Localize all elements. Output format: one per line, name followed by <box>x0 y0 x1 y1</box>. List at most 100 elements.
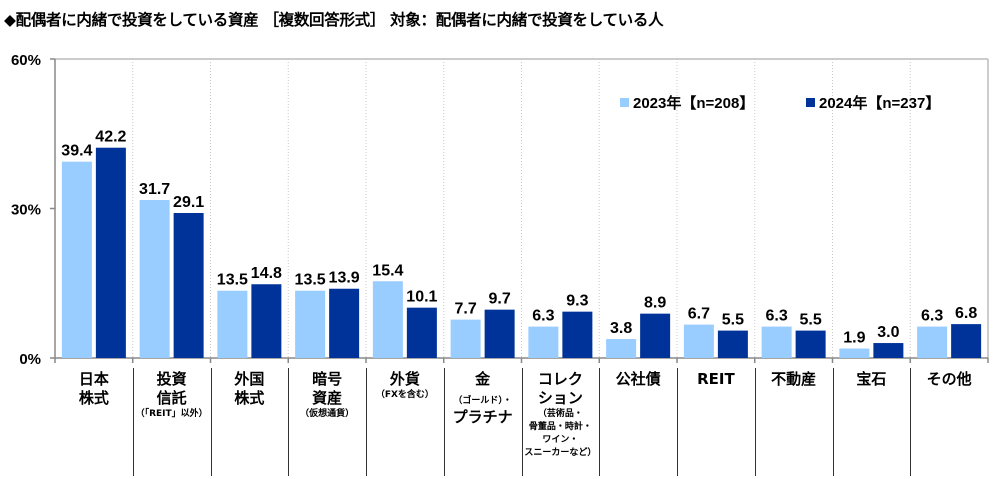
data-label: 6.3 <box>532 308 554 325</box>
category-label: 日本 株式 <box>55 370 133 408</box>
category-label-note: （FXを含む） <box>375 390 434 400</box>
category-label-line: 株式 <box>78 389 109 407</box>
category-label-line: 金 <box>475 370 491 388</box>
data-label: 13.5 <box>217 272 248 289</box>
bar-2024 <box>173 212 204 358</box>
bar-2024 <box>95 147 126 358</box>
data-label: 3.8 <box>610 320 632 337</box>
bar-2024 <box>795 330 826 358</box>
category-label: 公社債 <box>599 370 677 389</box>
category-label-note: （「REIT」以外） <box>135 409 208 419</box>
bar-2023 <box>917 326 948 358</box>
data-label: 1.9 <box>843 330 865 347</box>
legend-label: 2024年【n=237】 <box>819 94 940 112</box>
bar-2023 <box>761 326 792 358</box>
category-divider <box>133 368 134 476</box>
bar-2023 <box>139 200 170 358</box>
bar-2023 <box>683 324 714 358</box>
bar-2024 <box>562 311 593 358</box>
data-label: 13.9 <box>329 270 360 287</box>
category-label-line: プラチナ <box>452 408 513 426</box>
bar-2023 <box>372 281 403 358</box>
bar-2024 <box>484 309 515 358</box>
category-label-note: スニーカーなど） <box>524 448 597 458</box>
data-label: 8.9 <box>644 295 666 312</box>
category-label-line: 信託 <box>156 389 187 407</box>
category-label-line: 日本 <box>78 370 109 388</box>
data-label: 6.3 <box>921 308 943 325</box>
category-label-line: 投資 <box>156 370 187 388</box>
data-label: 10.1 <box>406 289 437 306</box>
bar-2023 <box>839 348 870 358</box>
category-label-note: （ゴールド）・ <box>453 396 512 406</box>
category-label: 宝石 <box>833 370 911 389</box>
category-label-note: ワイン・ <box>542 435 579 445</box>
chart-title: ◆配偶者に内緒で投資をしている資産 ［複数回答形式］ 対象：配偶者に内緒で投資を… <box>4 11 664 29</box>
category-divider <box>599 368 600 476</box>
category-label-note: 骨董品・時計・ <box>528 422 592 432</box>
category-label: 不動産 <box>755 370 833 389</box>
category-divider <box>211 368 212 476</box>
bar-2024 <box>717 330 748 358</box>
legend-swatch <box>806 98 815 107</box>
category-label-line: REIT <box>697 370 735 388</box>
category-label: 暗号 資産 （仮想通貨） <box>288 370 366 421</box>
category-divider <box>755 368 756 476</box>
bar-2023 <box>295 290 326 358</box>
y-tick-label: 60% <box>11 52 41 69</box>
bar-2024 <box>406 307 437 358</box>
bar-2023 <box>217 290 248 358</box>
category-label: 投資 信託 （「REIT」以外） <box>133 370 211 421</box>
bar-2024 <box>640 313 671 358</box>
bar-2023 <box>528 326 559 358</box>
category-label: 金 （ゴールド）・プラチナ <box>444 370 522 427</box>
y-tick-label: 0% <box>19 351 41 368</box>
category-label-line: 資産 <box>312 389 343 407</box>
legend-label: 2023年【n=208】 <box>633 94 754 112</box>
category-label-line: 外貨 <box>389 370 420 388</box>
category-divider <box>366 368 367 476</box>
category-label-line: その他 <box>926 370 972 388</box>
data-label: 14.8 <box>251 265 282 282</box>
bar-2023 <box>450 319 481 358</box>
data-label: 9.3 <box>566 293 588 310</box>
category-label-line: ション <box>537 389 583 407</box>
category-label: REIT <box>677 370 755 389</box>
data-label: 5.5 <box>722 312 744 329</box>
category-label-line: コレク <box>537 370 583 388</box>
category-divider <box>910 368 911 476</box>
category-label-line: 株式 <box>234 389 265 407</box>
data-label: 6.3 <box>766 308 788 325</box>
category-label-line: 外国 <box>234 370 265 388</box>
data-label: 42.2 <box>95 129 126 146</box>
category-label-line: 宝石 <box>856 370 887 388</box>
bar-2023 <box>61 161 92 358</box>
bar-2024 <box>951 324 982 358</box>
category-label: コレク ション （芸術品・骨董品・時計・ ワイン・スニーカーなど） <box>522 370 600 460</box>
category-divider <box>522 368 523 476</box>
category-label: 外国 株式 <box>211 370 289 408</box>
category-label-line: 暗号 <box>312 370 343 388</box>
category-label: 外貨 （FXを含む） <box>366 370 444 402</box>
data-label: 15.4 <box>372 262 403 279</box>
category-label-line: 公社債 <box>615 370 661 388</box>
category-divider <box>833 368 834 476</box>
category-divider <box>444 368 445 476</box>
data-label: 39.4 <box>61 143 92 160</box>
data-label: 3.0 <box>877 324 899 341</box>
data-label: 13.5 <box>295 272 326 289</box>
data-label: 7.7 <box>455 301 477 318</box>
y-tick-label: 30% <box>11 202 41 219</box>
category-label-note: （仮想通貨） <box>300 409 355 419</box>
legend-swatch <box>620 98 629 107</box>
data-label: 31.7 <box>139 181 170 198</box>
bar-2024 <box>329 288 360 358</box>
data-label: 9.7 <box>489 291 511 308</box>
bar-2024 <box>873 343 904 358</box>
category-divider <box>677 368 678 476</box>
category-label-note: （芸術品・ <box>537 409 583 419</box>
category-divider <box>288 368 289 476</box>
category-label: その他 <box>910 370 988 389</box>
data-label: 6.8 <box>955 305 977 322</box>
